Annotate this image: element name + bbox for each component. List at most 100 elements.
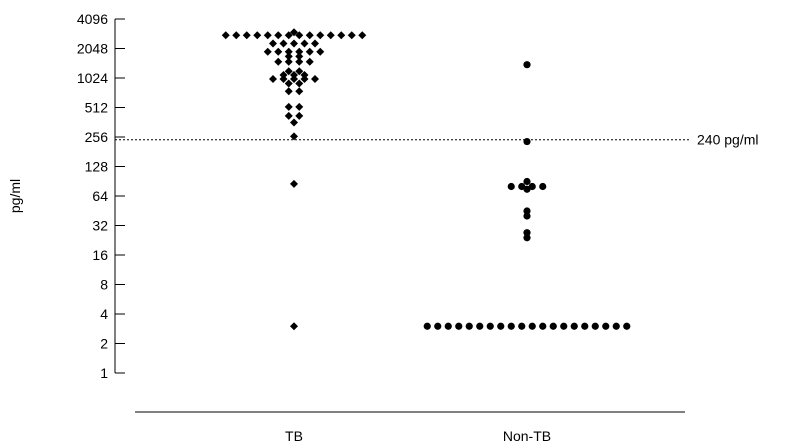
tb-data-point bbox=[295, 52, 304, 61]
tb-data-point bbox=[295, 87, 304, 96]
reference-line-group: 240 pg/ml bbox=[115, 132, 758, 148]
non-tb-data-point bbox=[523, 177, 531, 186]
tb-data-point bbox=[284, 87, 293, 96]
tb-data-point bbox=[279, 39, 288, 48]
tb-data-point bbox=[316, 47, 325, 56]
tb-data-point bbox=[284, 31, 293, 40]
tb-data-point bbox=[305, 31, 314, 40]
tb-data-point bbox=[284, 79, 293, 88]
y-tick-label: 16 bbox=[92, 247, 108, 263]
tb-data-point bbox=[358, 31, 367, 40]
tb-data-point bbox=[269, 75, 277, 84]
non-tb-data-point bbox=[570, 322, 578, 330]
tb-data-point bbox=[284, 67, 293, 76]
tb-data-point bbox=[295, 67, 304, 76]
tb-data-point bbox=[242, 31, 251, 40]
y-tick-label: 4 bbox=[100, 306, 108, 322]
non-tb-data-point bbox=[523, 234, 531, 242]
tb-data-point bbox=[295, 79, 304, 88]
tb-data-point bbox=[284, 102, 293, 111]
non-tb-data-point bbox=[523, 212, 531, 220]
y-tick-label: 32 bbox=[92, 218, 108, 234]
tb-data-point bbox=[311, 75, 319, 84]
non-tb-data-point bbox=[497, 322, 505, 330]
tb-data-point bbox=[263, 31, 272, 40]
y-tick-label: 1 bbox=[100, 365, 108, 381]
non-tb-data-point bbox=[549, 322, 557, 330]
y-tick-label: 512 bbox=[85, 100, 109, 116]
tb-data-point bbox=[284, 111, 293, 120]
tb-data-point bbox=[290, 179, 298, 188]
tb-data-point bbox=[316, 31, 325, 40]
non-tb-data-point bbox=[539, 182, 547, 191]
y-tick-label: 64 bbox=[92, 188, 108, 204]
tb-data-point bbox=[290, 322, 298, 331]
y-axis-label: pg/ml bbox=[7, 179, 23, 213]
tb-data-point bbox=[284, 47, 293, 56]
tb-data-point bbox=[290, 28, 298, 37]
non-tb-data-point bbox=[423, 322, 431, 330]
data-points bbox=[221, 28, 631, 331]
non-tb-data-point bbox=[434, 322, 442, 330]
y-tick-label: 4096 bbox=[77, 11, 108, 27]
y-tick-label: 2048 bbox=[77, 41, 108, 57]
non-tb-data-point bbox=[486, 322, 494, 330]
tb-data-point bbox=[290, 118, 298, 127]
non-tb-data-point bbox=[528, 322, 536, 330]
tb-data-point bbox=[232, 31, 241, 40]
tb-data-point bbox=[311, 39, 319, 48]
tb-data-point bbox=[269, 39, 277, 48]
non-tb-data-point bbox=[523, 229, 531, 237]
non-tb-data-point bbox=[476, 322, 484, 330]
tb-data-point bbox=[295, 111, 304, 120]
tb-data-point bbox=[279, 75, 288, 84]
non-tb-data-point bbox=[602, 322, 610, 330]
non-tb-data-point bbox=[539, 322, 547, 330]
tb-data-point bbox=[295, 47, 304, 56]
tb-data-point bbox=[326, 31, 335, 40]
non-tb-data-point bbox=[560, 322, 568, 330]
non-tb-data-point bbox=[507, 182, 515, 191]
tb-data-point bbox=[279, 70, 288, 79]
y-tick-label: 128 bbox=[85, 159, 109, 175]
tb-data-point bbox=[305, 47, 314, 56]
tb-data-point bbox=[305, 57, 314, 66]
tb-data-point bbox=[290, 75, 298, 84]
x-tick-label: TB bbox=[285, 428, 303, 444]
tb-data-point bbox=[290, 70, 298, 79]
non-tb-data-point bbox=[591, 322, 599, 330]
tb-data-point bbox=[295, 57, 304, 66]
tb-data-point bbox=[337, 31, 346, 40]
tb-data-point bbox=[263, 47, 272, 56]
non-tb-data-point bbox=[523, 61, 531, 69]
tb-data-point bbox=[284, 57, 293, 66]
tb-data-point bbox=[290, 132, 298, 141]
non-tb-data-point bbox=[455, 322, 463, 330]
non-tb-data-point bbox=[518, 322, 526, 330]
non-tb-data-point bbox=[523, 137, 531, 146]
non-tb-data-point bbox=[507, 322, 515, 330]
tb-data-point bbox=[347, 31, 356, 40]
non-tb-data-point bbox=[612, 322, 620, 330]
non-tb-data-point bbox=[581, 322, 589, 330]
x-tick-label: Non-TB bbox=[503, 428, 551, 444]
tb-data-point bbox=[274, 57, 283, 66]
y-tick-label: 1024 bbox=[77, 70, 108, 86]
y-tick-label: 256 bbox=[85, 129, 109, 145]
y-tick-label: 8 bbox=[100, 277, 108, 293]
non-tb-data-point bbox=[444, 322, 452, 330]
tb-data-point bbox=[284, 52, 293, 61]
y-ticks: 1 2 4 8 16 32 64 128 256 512 1024 2048 4096 bbox=[77, 11, 125, 381]
tb-data-point bbox=[295, 102, 304, 111]
non-tb-data-point bbox=[465, 322, 473, 330]
non-tb-data-point bbox=[623, 322, 631, 330]
tb-data-point bbox=[300, 75, 309, 84]
non-tb-data-point bbox=[523, 207, 531, 215]
non-tb-data-point bbox=[523, 185, 531, 193]
reference-line-label: 240 pg/ml bbox=[697, 132, 758, 148]
y-tick-label: 2 bbox=[100, 336, 108, 352]
tb-data-point bbox=[253, 31, 262, 40]
x-tick-labels: TB Non-TB bbox=[285, 428, 551, 444]
tb-data-point bbox=[274, 31, 283, 40]
